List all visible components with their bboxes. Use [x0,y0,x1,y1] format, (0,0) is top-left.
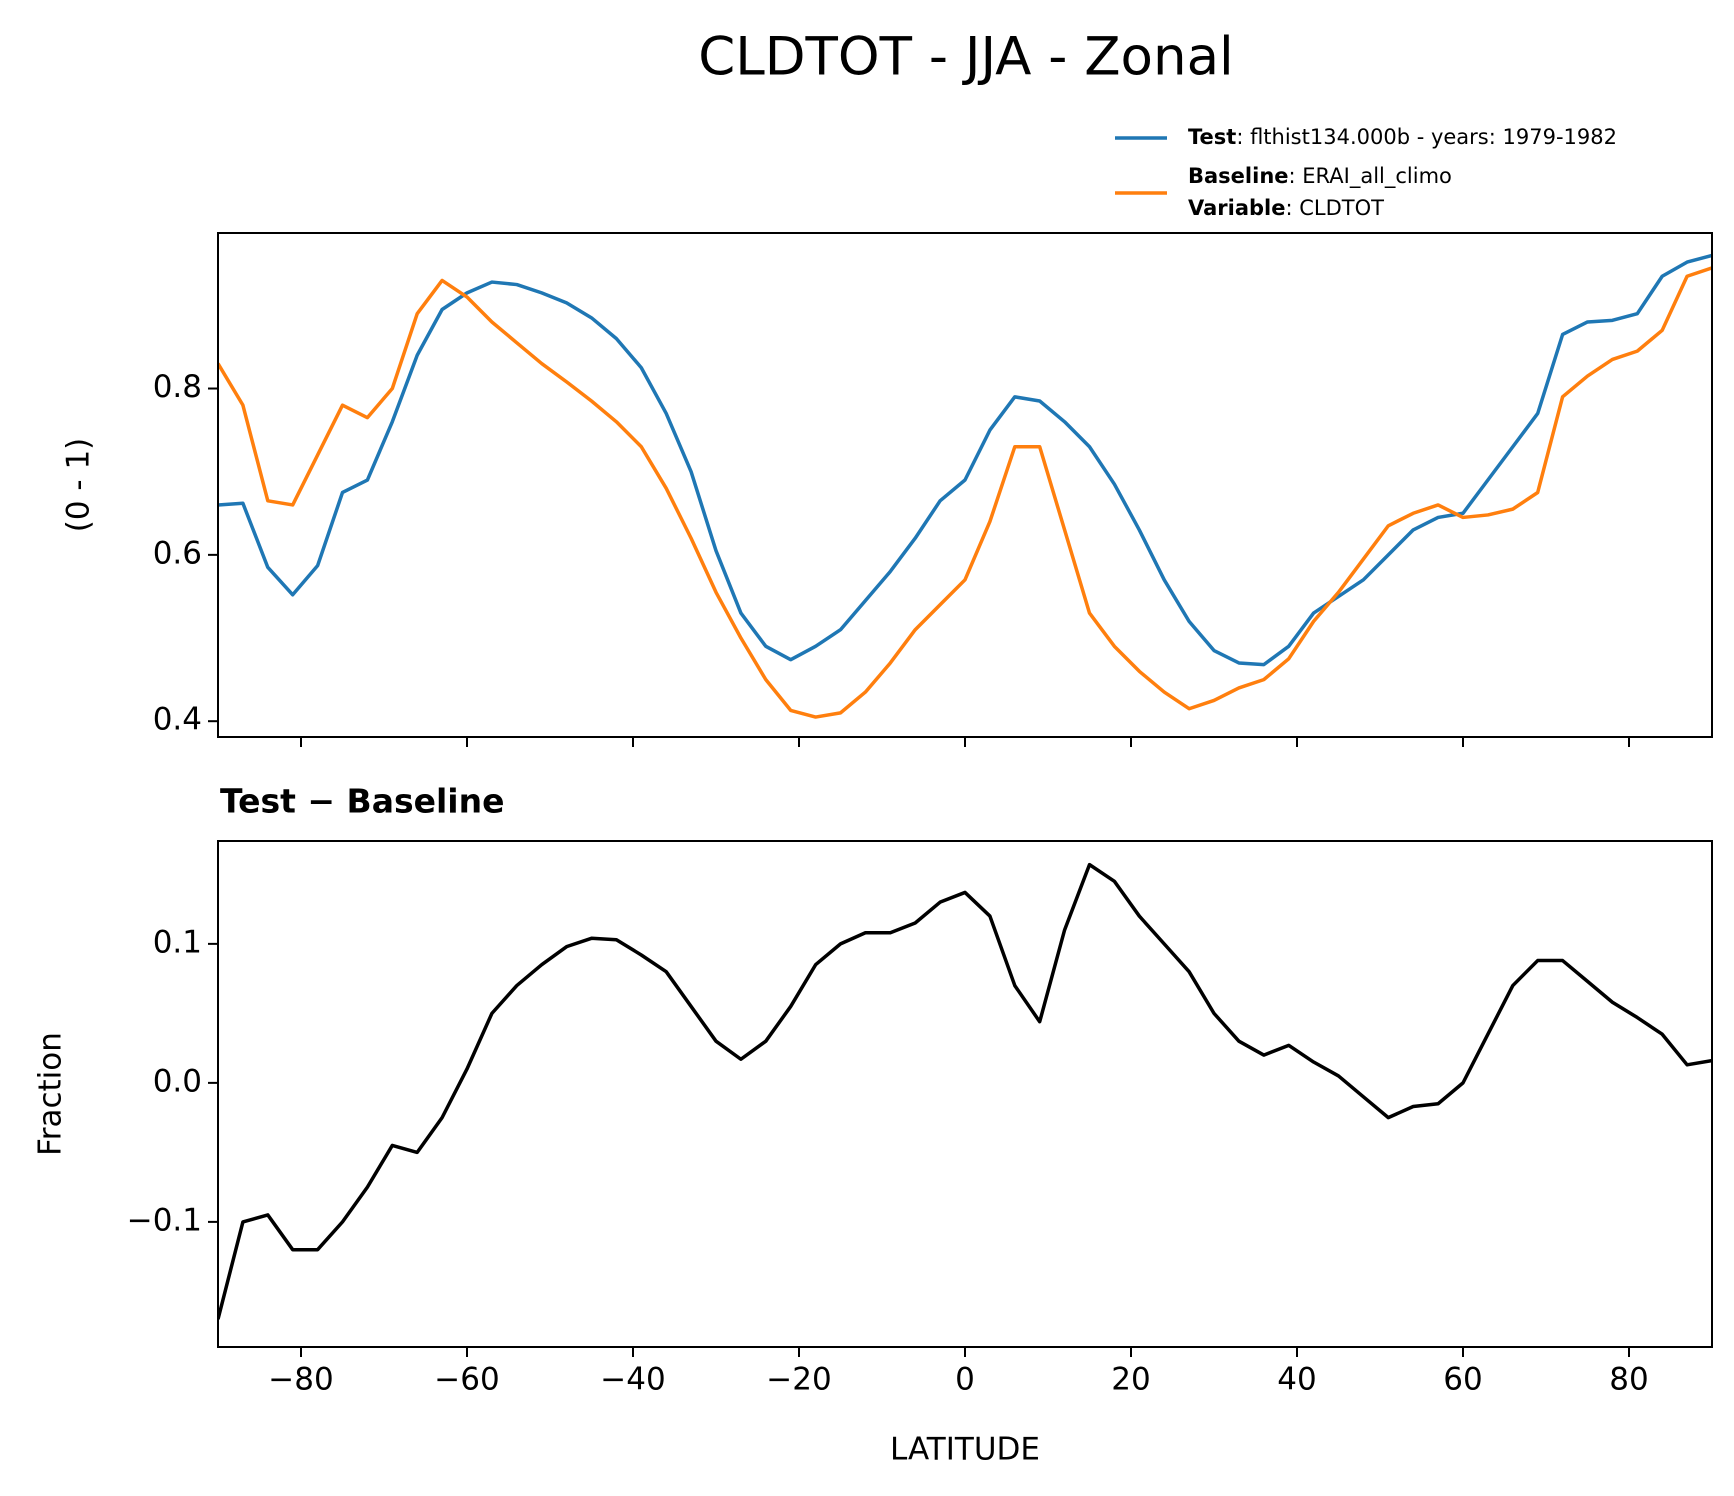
legend-text: : CLDTOT [1285,196,1384,220]
x-tick-label: 80 [1609,1362,1648,1398]
plot-area [218,253,1712,719]
data-line [218,266,1712,719]
panel-title: Test − Baseline [220,782,505,821]
x-tick-label: 20 [1111,1362,1150,1398]
legend-entry: Test: flthist134.000b - years: 1979-1982 [1188,125,1617,149]
plot-area [218,862,1712,1320]
legend-note: Variable: CLDTOT [1188,196,1384,220]
y-tick-label: 0.6 [153,535,202,571]
x-tick-label: −20 [766,1362,831,1398]
y-tick-label: 0.0 [153,1063,202,1099]
y-axis-label: (0 - 1) [61,438,97,533]
legend-text: : ERAI_all_climo [1289,164,1452,189]
y-axis-label: Fraction [33,1032,69,1156]
data-line [218,862,1712,1320]
legend-text: : flthist134.000b - years: 1979-1982 [1236,125,1617,149]
x-tick-label: −80 [268,1362,333,1398]
x-tick-label: 0 [955,1362,975,1398]
y-tick-label: 0.8 [153,369,202,405]
x-axis-label: LATITUDE [890,1432,1040,1468]
x-tick-label: 40 [1277,1362,1316,1398]
legend-name: Variable [1188,196,1285,220]
y-tick-label: −0.1 [127,1202,202,1238]
y-tick-label: 0.4 [153,702,202,738]
y-tick-label: 0.1 [153,924,202,960]
legend-name: Baseline [1188,164,1289,188]
x-tick-label: −40 [600,1362,665,1398]
axes-frame [217,840,1713,1348]
chart-title: CLDTOT - JJA - Zonal [698,27,1234,88]
x-tick-label: 60 [1443,1362,1482,1398]
data-line [218,253,1712,667]
x-tick-label: −60 [434,1362,499,1398]
legend-name: Test [1188,125,1236,149]
legend-entry: Baseline: ERAI_all_climo [1188,164,1452,189]
